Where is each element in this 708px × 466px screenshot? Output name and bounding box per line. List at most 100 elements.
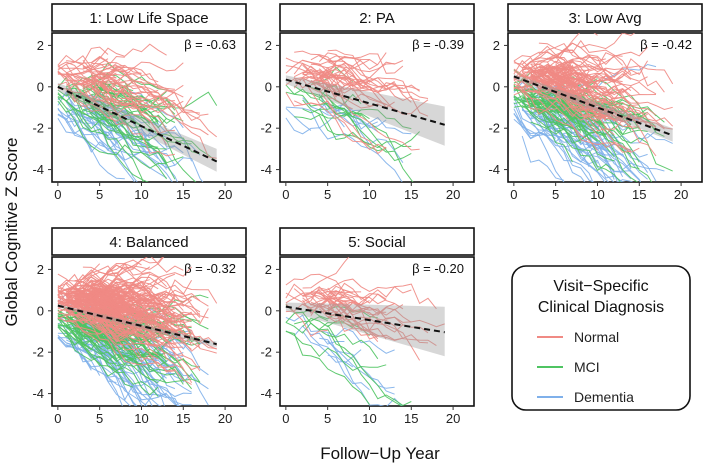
y-axis-title: Global Cognitive Z Score <box>2 138 21 327</box>
trajectory-normal <box>57 72 117 114</box>
x-tick-label: 15 <box>404 411 418 426</box>
x-tick-label: 20 <box>218 411 232 426</box>
trajectory-normal <box>91 281 192 306</box>
x-tick-label: 0 <box>510 187 517 202</box>
trajectory-mci <box>513 96 632 155</box>
trajectory-normal <box>318 68 378 107</box>
trajectory-normal <box>513 79 556 115</box>
trajectory-normal <box>310 301 429 344</box>
trajectory-dementia <box>285 106 362 129</box>
trajectory-normal <box>82 66 159 83</box>
y-tick-label: 0 <box>265 79 272 94</box>
y-tick-label: 0 <box>37 79 44 94</box>
trajectory-dementia <box>82 103 138 182</box>
x-tick-label: 5 <box>96 411 103 426</box>
trajectory-dementia <box>302 330 354 368</box>
trajectory-normal <box>310 79 429 115</box>
x-tick-label: 10 <box>134 187 148 202</box>
trajectory-normal <box>57 70 150 110</box>
trajectory-normal <box>285 283 387 306</box>
trajectory-normal <box>538 68 632 123</box>
facet-title: 2: PA <box>359 10 395 27</box>
trajectory-mci <box>555 98 640 130</box>
legend-label-normal: Normal <box>574 329 619 345</box>
trajectory-normal <box>74 302 167 343</box>
trajectory-mci <box>310 92 420 151</box>
facet-title: 3: Low Avg <box>568 10 641 27</box>
trajectory-normal <box>91 62 117 70</box>
y-tick-label: -2 <box>488 121 500 136</box>
x-tick-label: 10 <box>134 411 148 426</box>
trajectory-mci <box>57 326 117 365</box>
x-tick-label: 0 <box>54 411 61 426</box>
facet-title: 5: Social <box>348 234 406 251</box>
trajectory-dementia <box>57 107 142 161</box>
trajectory-normal <box>310 54 337 65</box>
trajectory-normal <box>327 49 395 73</box>
trajectory-normal <box>91 56 126 68</box>
trajectory-normal <box>57 287 100 307</box>
trajectory-dementia <box>65 344 148 406</box>
trajectory-mci <box>302 106 414 182</box>
trajectory-normal <box>513 87 598 151</box>
trajectory-mci <box>318 108 412 149</box>
trajectory-mci <box>99 339 192 390</box>
trajectory-normal <box>555 66 673 111</box>
trajectory-normal <box>318 52 395 88</box>
trajectory-dementia <box>74 335 138 406</box>
trajectory-mci <box>327 97 412 162</box>
x-tick-label: 0 <box>54 187 61 202</box>
trajectory-normal <box>74 314 100 323</box>
trajectory-normal <box>57 312 84 324</box>
trajectory-normal <box>91 294 168 320</box>
y-tick-label: 0 <box>37 303 44 318</box>
trajectory-mci <box>285 330 387 371</box>
x-tick-label: 0 <box>282 411 289 426</box>
legend-box <box>511 265 691 411</box>
trajectory-normal <box>302 278 412 305</box>
trajectory-normal <box>513 51 573 73</box>
trajectory-normal <box>65 295 109 318</box>
y-tick-label: -2 <box>32 121 44 136</box>
trajectory-dementia <box>319 337 403 406</box>
trajectory-normal <box>57 279 126 296</box>
x-tick-label: 20 <box>446 187 460 202</box>
trajectory-normal <box>555 88 673 130</box>
trajectory-normal <box>57 87 109 103</box>
trajectory-normal <box>310 290 387 305</box>
y-tick-label: 0 <box>265 303 272 318</box>
trajectory-dementia <box>530 111 556 139</box>
beta-label: β = -0.20 <box>412 261 464 276</box>
trajectory-normal <box>310 282 404 310</box>
trajectory-dementia <box>74 330 136 406</box>
legend-title-line1: Visit−Specific <box>553 278 648 295</box>
trajectory-normal <box>91 75 209 136</box>
legend-title-line2: Clinical Diagnosis <box>538 299 664 316</box>
trajectory-normal <box>82 259 142 287</box>
y-tick-label: -2 <box>260 345 272 360</box>
trajectory-dementia <box>91 122 125 140</box>
trajectory-mci <box>57 324 159 397</box>
trajectory-normal <box>530 57 640 81</box>
trajectory-normal <box>285 92 370 146</box>
trajectory-mci <box>522 93 598 142</box>
trajectory-normal <box>91 309 159 333</box>
trajectory-normal <box>555 62 581 72</box>
trajectory-normal <box>65 79 184 114</box>
beta-label: β = -0.39 <box>412 37 464 52</box>
trajectory-dementia <box>521 107 586 182</box>
trajectory-normal <box>327 52 387 70</box>
trajectory-dementia <box>513 102 548 137</box>
trajectory-normal <box>91 64 142 80</box>
facet-title: 1: Low Life Space <box>89 10 208 27</box>
trajectory-dementia <box>65 115 167 138</box>
trajectory-normal <box>319 74 370 88</box>
trajectory-normal <box>310 61 429 117</box>
x-axis-title: Follow−Up Year <box>320 444 440 463</box>
trajectory-normal <box>99 279 192 318</box>
trajectory-normal <box>65 310 151 343</box>
